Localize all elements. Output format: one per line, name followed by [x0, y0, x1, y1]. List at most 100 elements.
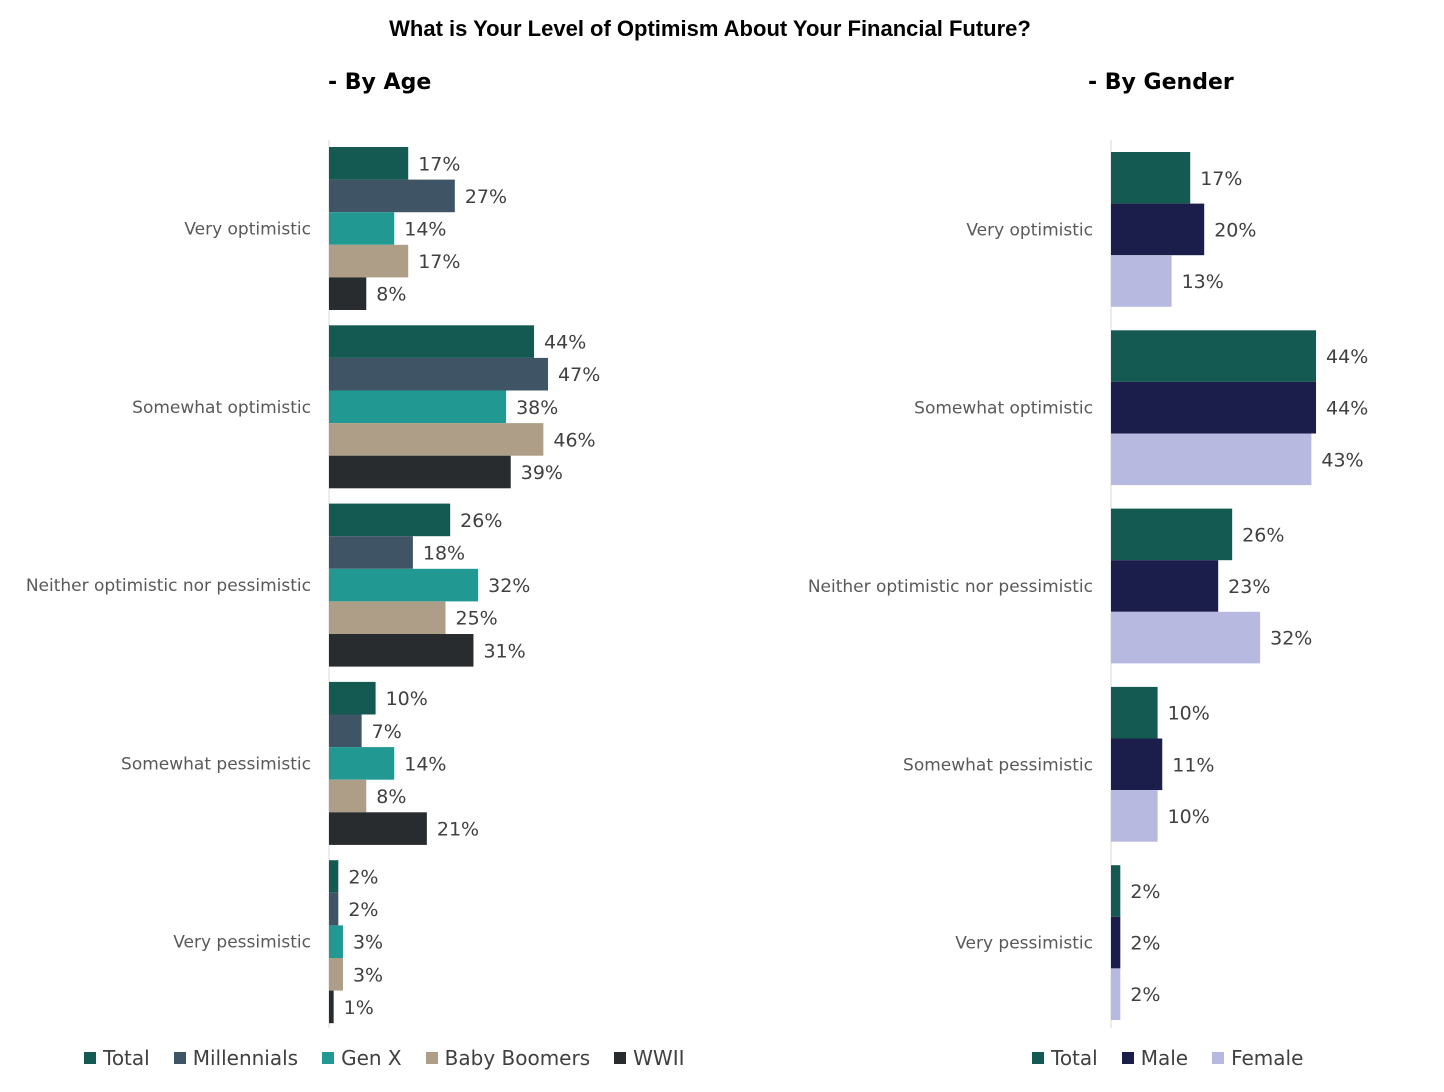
gender-data-label-total-somewhat-pessimistic: 10%	[1168, 703, 1210, 725]
age-data-label-total-very-pessimistic: 2%	[348, 867, 378, 889]
age-panel-title: - By Age	[328, 70, 432, 95]
gender-bar-female-very-pessimistic	[1111, 968, 1121, 1020]
age-data-label-millennials-very-optimistic: 27%	[465, 186, 507, 208]
gender-bar-total-neither-optimistic-nor-pessimistic	[1111, 508, 1233, 561]
gender-data-label-female-very-optimistic: 13%	[1182, 271, 1224, 293]
gender-category-label-very-pessimistic: Very pessimistic	[955, 934, 1093, 954]
legend-swatch-gen-x	[322, 1052, 335, 1064]
age-data-label-baby-boomers-very-pessimistic: 3%	[353, 964, 383, 986]
age-bar-wwii-somewhat-optimistic	[329, 455, 511, 489]
gender-data-label-male-very-pessimistic: 2%	[1130, 933, 1160, 955]
chart-title: What is Your Level of Optimism About You…	[389, 16, 1031, 41]
gender-bar-male-very-optimistic	[1111, 203, 1205, 256]
gender-bar-male-somewhat-pessimistic	[1111, 738, 1163, 791]
gender-bar-total-somewhat-pessimistic	[1111, 686, 1158, 739]
gender-bar-male-very-pessimistic	[1111, 916, 1121, 969]
age-bar-baby-boomers-neither-optimistic-nor-pessimistic	[329, 601, 446, 634]
gender-bar-total-somewhat-optimistic	[1111, 330, 1317, 382]
age-data-label-wwii-somewhat-optimistic: 39%	[521, 462, 563, 484]
legend-label-baby-boomers: Baby Boomers	[444, 1046, 591, 1070]
age-data-label-total-somewhat-optimistic: 44%	[544, 332, 586, 354]
age-bar-baby-boomers-somewhat-pessimistic	[329, 779, 367, 813]
age-data-label-baby-boomers-neither-optimistic-nor-pessimistic: 25%	[456, 608, 498, 630]
gender-data-label-total-somewhat-optimistic: 44%	[1326, 346, 1368, 368]
age-data-label-total-very-optimistic: 17%	[418, 153, 460, 175]
age-data-label-wwii-neither-optimistic-nor-pessimistic: 31%	[483, 640, 525, 662]
age-data-label-gen-x-very-pessimistic: 3%	[353, 932, 383, 954]
age-bar-total-very-optimistic	[329, 147, 409, 180]
legend-swatch-baby-boomers	[425, 1052, 438, 1064]
age-data-label-gen-x-neither-optimistic-nor-pessimistic: 32%	[488, 575, 530, 597]
age-data-label-wwii-somewhat-pessimistic: 21%	[437, 819, 479, 841]
age-bar-baby-boomers-very-optimistic	[329, 244, 409, 278]
gender-category-label-very-optimistic: Very optimistic	[966, 220, 1093, 240]
gender-panel-title: - By Gender	[1088, 70, 1234, 95]
age-data-label-wwii-very-optimistic: 8%	[376, 284, 406, 306]
age-bar-gen-x-somewhat-optimistic	[329, 390, 507, 424]
age-bar-total-neither-optimistic-nor-pessimistic	[329, 503, 451, 537]
legend-label-gen-x: Gen X	[341, 1046, 402, 1070]
legend-item-millennials: Millennials	[173, 1046, 299, 1070]
gender-data-label-total-very-pessimistic: 2%	[1130, 881, 1160, 903]
legend-swatch-wwii	[614, 1052, 627, 1064]
age-data-label-wwii-very-pessimistic: 1%	[344, 997, 374, 1019]
age-data-label-millennials-neither-optimistic-nor-pessimistic: 18%	[423, 543, 465, 565]
age-bar-baby-boomers-somewhat-optimistic	[329, 423, 544, 456]
gender-data-label-female-somewhat-pessimistic: 10%	[1168, 806, 1210, 828]
gender-data-label-male-somewhat-pessimistic: 11%	[1172, 754, 1214, 776]
gender-category-label-neither-optimistic-nor-pessimistic: Neither optimistic nor pessimistic	[808, 577, 1093, 597]
legend-swatch-female	[1212, 1052, 1225, 1064]
age-legend: Total Millennials Gen X Baby Boomers WWII	[84, 1046, 709, 1070]
legend-label-millennials: Millennials	[192, 1046, 299, 1070]
gender-category-label-somewhat-pessimistic: Somewhat pessimistic	[903, 755, 1093, 775]
legend-item-total: Total	[84, 1046, 150, 1070]
gender-bar-female-somewhat-optimistic	[1111, 433, 1312, 486]
age-bar-millennials-somewhat-optimistic	[329, 357, 549, 391]
age-data-label-baby-boomers-somewhat-optimistic: 46%	[553, 429, 595, 451]
gender-data-label-total-neither-optimistic-nor-pessimistic: 26%	[1242, 524, 1284, 546]
age-bar-gen-x-somewhat-pessimistic	[329, 747, 395, 780]
age-bar-wwii-somewhat-pessimistic	[329, 812, 427, 845]
age-bar-wwii-neither-optimistic-nor-pessimistic	[329, 634, 474, 667]
age-bar-gen-x-neither-optimistic-nor-pessimistic	[329, 568, 479, 602]
age-bar-millennials-neither-optimistic-nor-pessimistic	[329, 536, 413, 569]
gender-data-label-male-very-optimistic: 20%	[1214, 219, 1256, 241]
gender-bar-total-very-pessimistic	[1111, 865, 1121, 917]
age-category-label-somewhat-optimistic: Somewhat optimistic	[132, 398, 311, 418]
legend-label-total: Total	[1051, 1046, 1098, 1070]
legend-swatch-millennials	[173, 1052, 186, 1064]
age-bar-millennials-somewhat-pessimistic	[329, 714, 362, 748]
legend-label-total: Total	[103, 1046, 150, 1070]
legend-item-male: Male	[1121, 1046, 1189, 1070]
age-data-label-total-neither-optimistic-nor-pessimistic: 26%	[460, 510, 502, 532]
gender-bar-total-very-optimistic	[1111, 152, 1191, 204]
legend-swatch-total	[84, 1052, 96, 1064]
legend-item-wwii: WWII	[614, 1046, 685, 1070]
gender-data-label-female-somewhat-optimistic: 43%	[1321, 449, 1363, 471]
age-bar-wwii-very-optimistic	[329, 277, 367, 310]
legend-label-wwii: WWII	[633, 1046, 685, 1070]
age-bar-millennials-very-optimistic	[329, 179, 455, 213]
age-data-label-baby-boomers-very-optimistic: 17%	[418, 251, 460, 273]
age-category-label-very-pessimistic: Very pessimistic	[173, 933, 311, 953]
age-bar-gen-x-very-pessimistic	[329, 925, 343, 958]
legend-item-female: Female	[1212, 1046, 1303, 1070]
age-data-label-gen-x-very-optimistic: 14%	[404, 219, 446, 241]
age-category-label-somewhat-pessimistic: Somewhat pessimistic	[121, 754, 311, 774]
gender-bar-male-somewhat-optimistic	[1111, 381, 1317, 434]
gender-bar-female-somewhat-pessimistic	[1111, 790, 1158, 842]
gender-data-label-total-very-optimistic: 17%	[1200, 168, 1242, 190]
legend-item-total: Total	[1032, 1046, 1098, 1070]
gender-bar-female-neither-optimistic-nor-pessimistic	[1111, 611, 1261, 664]
age-bar-total-somewhat-optimistic	[329, 325, 535, 358]
legend-label-male: Male	[1140, 1046, 1189, 1070]
age-category-label-very-optimistic: Very optimistic	[184, 220, 311, 240]
age-bar-wwii-very-pessimistic	[329, 990, 334, 1024]
legend-swatch-total	[1032, 1052, 1044, 1064]
gender-category-label-somewhat-optimistic: Somewhat optimistic	[914, 399, 1093, 419]
age-data-label-gen-x-somewhat-pessimistic: 14%	[404, 753, 446, 775]
age-data-label-millennials-somewhat-optimistic: 47%	[558, 364, 600, 386]
age-data-label-millennials-very-pessimistic: 2%	[348, 899, 378, 921]
age-bar-gen-x-very-optimistic	[329, 212, 395, 245]
